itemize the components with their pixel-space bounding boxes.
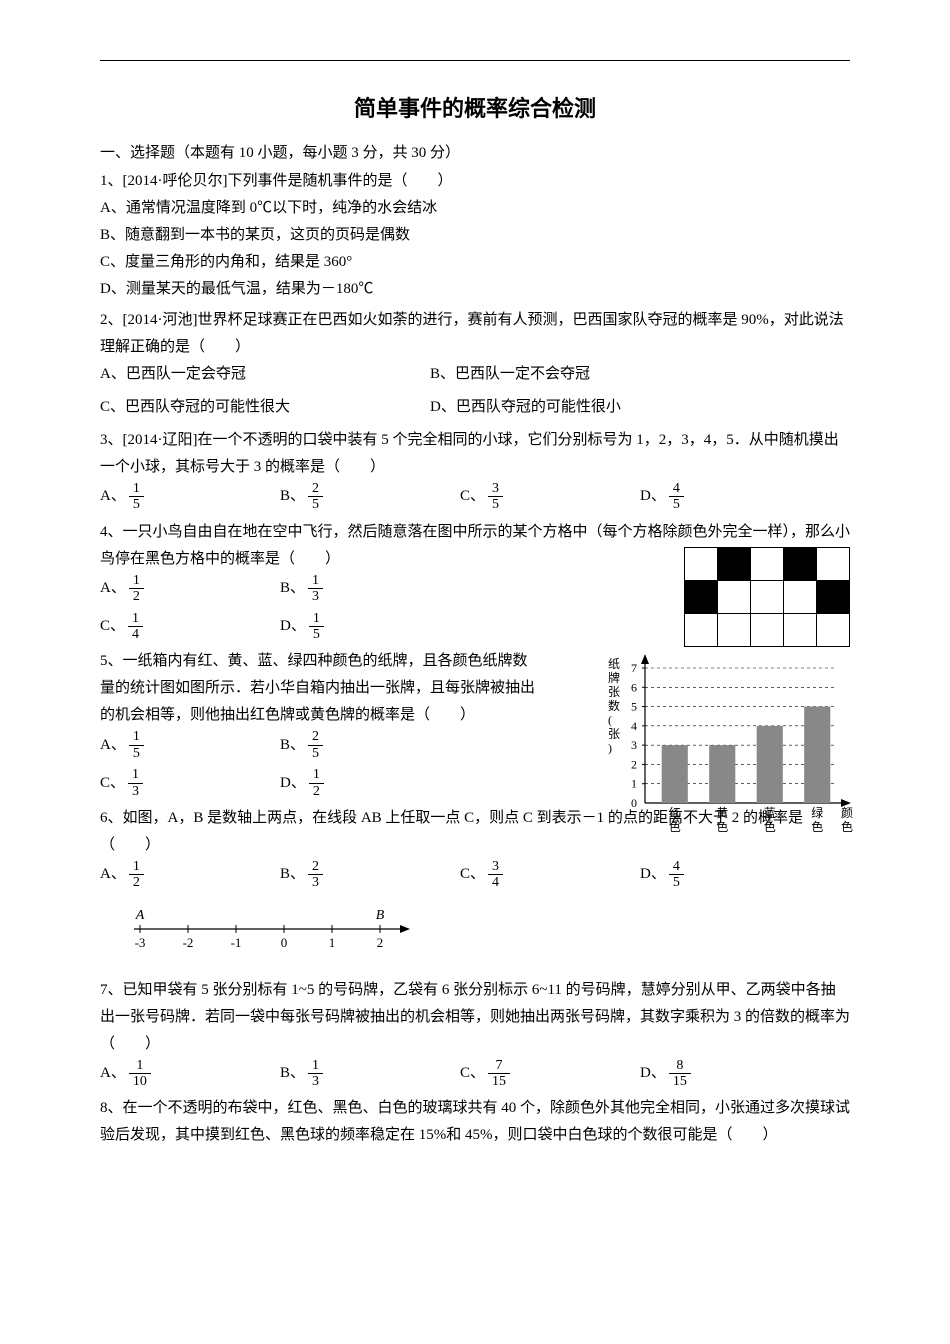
q4-opt-a: A、12 [100,573,270,605]
question-6: 6、如图，A，B 是数轴上两点，在线段 AB 上任取一点 C，则点 C 到表示－… [100,805,850,967]
grid-cell [685,580,718,613]
q5-opt-b: B、25 [280,729,450,761]
svg-text:A: A [135,908,145,923]
grid-cell [784,580,817,613]
svg-text:B: B [376,908,385,923]
svg-text:2: 2 [377,935,384,950]
svg-text:7: 7 [631,661,637,675]
question-7: 7、已知甲袋有 5 张分别标有 1~5 的号码牌，乙袋有 6 张分别标示 6~1… [100,977,850,1090]
q4-opt-c: C、14 [100,611,270,643]
svg-text:5: 5 [631,700,637,714]
section-1-header: 一、选择题（本题有 10 小题，每小题 3 分，共 30 分） [100,141,850,162]
q6-stem: 6、如图，A，B 是数轴上两点，在线段 AB 上任取一点 C，则点 C 到表示－… [100,805,850,859]
q6-opt-c: C、34 [460,859,630,891]
q7-opt-a: A、110 [100,1058,270,1090]
q1-stem: 1、[2014·呼伦贝尔]下列事件是随机事件的是（ ） [100,168,850,195]
q6-opt-a: A、12 [100,859,270,891]
svg-text:3: 3 [631,738,637,752]
grid-cell [784,547,817,580]
q4-opt-d: D、15 [280,611,450,643]
svg-text:4: 4 [631,719,637,733]
q4-grid-figure [684,547,850,647]
q2-stem: 2、[2014·河池]世界杯足球赛正在巴西如火如荼的进行，赛前有人预测，巴西国家… [100,307,850,361]
page-title: 简单事件的概率综合检测 [100,91,850,123]
svg-text:2: 2 [631,758,637,772]
svg-text:张: 张 [608,727,620,741]
top-rule [100,60,850,61]
grid-cell [751,613,784,646]
q7-stem: 7、已知甲袋有 5 张分别标有 1~5 的号码牌，乙袋有 6 张分别标示 6~1… [100,977,850,1058]
q1-opt-b: B、随意翻到一本书的某页，这页的页码是偶数 [100,222,850,249]
q6-opt-b: B、23 [280,859,450,891]
q7-opt-d: D、815 [640,1058,810,1090]
q1-opt-c: C、度量三角形的内角和，结果是 360° [100,249,850,276]
question-1: 1、[2014·呼伦贝尔]下列事件是随机事件的是（ ） A、通常情况温度降到 0… [100,168,850,303]
grid-cell [685,547,718,580]
grid-cell [817,547,850,580]
q2-opt-c: C、巴西队夺冠的可能性很大 [100,394,420,421]
grid-cell [751,580,784,613]
question-5: 5、一纸箱内有红、黄、蓝、绿四种颜色的纸牌，且各颜色纸牌数量的统计图如图所示．若… [100,648,850,799]
q8-stem: 8、在一个不透明的布袋中，红色、黑色、白色的玻璃球共有 40 个，除颜色外其他完… [100,1095,850,1149]
grid-cell [718,613,751,646]
svg-text:(: ( [608,713,612,727]
q6-opt-d: D、45 [640,859,810,891]
q4-opt-b: B、13 [280,573,450,605]
svg-text:1: 1 [329,935,336,950]
grid-cell [718,580,751,613]
question-3: 3、[2014·辽阳]在一个不透明的口袋中装有 5 个完全相同的小球，它们分别标… [100,427,850,513]
q3-stem: 3、[2014·辽阳]在一个不透明的口袋中装有 5 个完全相同的小球，它们分别标… [100,427,850,481]
svg-text:-1: -1 [231,935,242,950]
q7-opt-c: C、715 [460,1058,630,1090]
svg-text:-2: -2 [183,935,194,950]
q3-opt-a: A、15 [100,481,270,513]
svg-text:牌: 牌 [608,671,620,685]
grid-cell [817,580,850,613]
question-4: 4、一只小鸟自由自在地在空中飞行，然后随意落在图中所示的某个方格中（每个方格除颜… [100,519,850,643]
q2-opt-a: A、巴西队一定会夺冠 [100,361,420,388]
grid-cell [685,613,718,646]
q5-opt-a: A、15 [100,729,270,761]
grid-cell [718,547,751,580]
q2-opt-b: B、巴西队一定不会夺冠 [430,361,750,388]
q5-stem: 5、一纸箱内有红、黄、蓝、绿四种颜色的纸牌，且各颜色纸牌数量的统计图如图所示．若… [100,648,540,729]
q3-opt-b: B、25 [280,481,450,513]
q1-opt-d: D、测量某天的最低气温，结果为－180℃ [100,276,850,303]
q3-opt-d: D、45 [640,481,810,513]
q5-opt-d: D、12 [280,767,450,799]
svg-text:1: 1 [631,777,637,791]
svg-text:0: 0 [281,935,288,950]
svg-text:数: 数 [608,698,620,713]
svg-text:): ) [608,741,612,755]
grid-cell [817,613,850,646]
q3-opt-c: C、35 [460,481,630,513]
q2-opt-d: D、巴西队夺冠的可能性很小 [430,394,750,421]
svg-text:-3: -3 [135,935,146,950]
q6-number-line: -3 -2 -1 0 1 2 A B [120,897,850,967]
q7-opt-b: B、13 [280,1058,450,1090]
grid-cell [751,547,784,580]
q5-opt-c: C、13 [100,767,270,799]
q1-opt-a: A、通常情况温度降到 0℃以下时，纯净的水会结冰 [100,195,850,222]
grid-cell [784,613,817,646]
svg-text:张: 张 [608,685,620,699]
svg-text:6: 6 [631,681,637,695]
question-8: 8、在一个不透明的布袋中，红色、黑色、白色的玻璃球共有 40 个，除颜色外其他完… [100,1095,850,1149]
q3-options: A、15 B、25 C、35 D、45 [100,481,850,513]
question-2: 2、[2014·河池]世界杯足球赛正在巴西如火如荼的进行，赛前有人预测，巴西国家… [100,307,850,421]
svg-text:纸: 纸 [608,657,620,671]
